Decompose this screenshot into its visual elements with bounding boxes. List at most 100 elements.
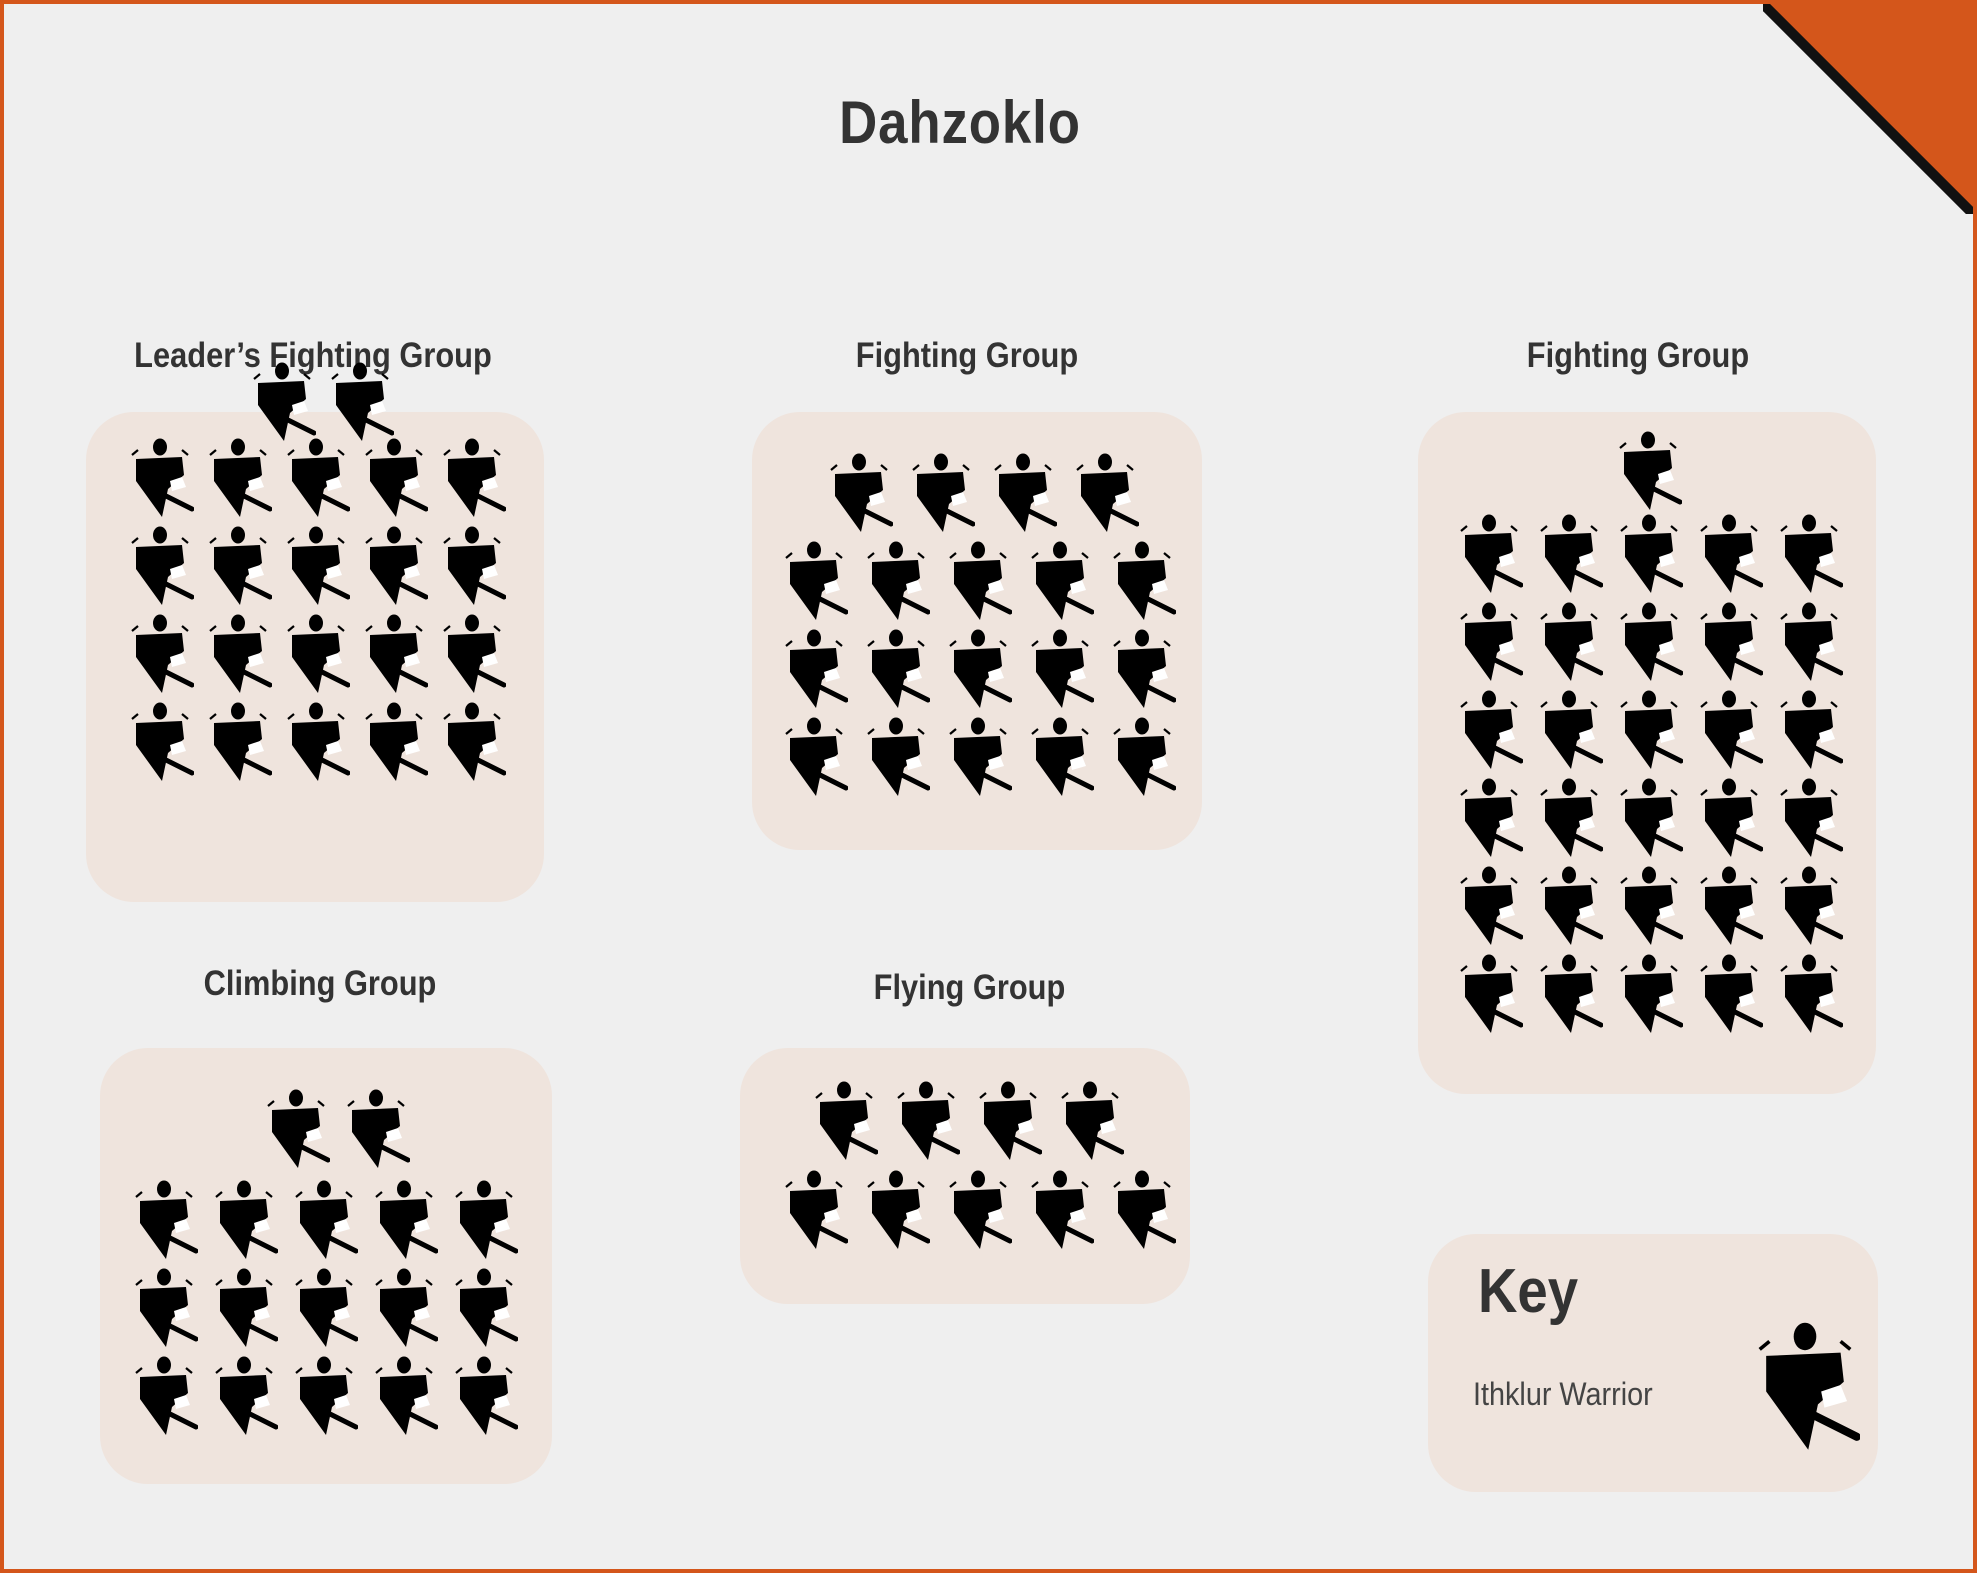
group-label-leaders-fighting: Leader’s Fighting Group (134, 336, 492, 375)
ithklur-warrior-icon (130, 1179, 198, 1259)
ithklur-warrior-icon (290, 1179, 358, 1259)
ithklur-warrior-icon (360, 437, 428, 517)
ithklur-warrior-icon (1455, 689, 1523, 769)
ithklur-warrior-icon (907, 452, 975, 532)
ithklur-warrior-icon (262, 1088, 330, 1168)
ithklur-warrior-icon (204, 613, 272, 693)
ithklur-warrior-icon (1775, 513, 1843, 593)
diagram-title: Dahzoklo (839, 89, 1081, 156)
ithklur-warrior-icon (370, 1267, 438, 1347)
ithklur-warrior-icon (1026, 1169, 1094, 1249)
ithklur-warrior-icon (1775, 777, 1843, 857)
ithklur-warrior-icon (944, 716, 1012, 796)
ithklur-warrior-icon (892, 1080, 960, 1160)
ithklur-warrior-icon (126, 437, 194, 517)
ithklur-warrior-icon (1535, 513, 1603, 593)
ithklur-warrior-icon (360, 701, 428, 781)
ithklur-warrior-icon (1535, 689, 1603, 769)
ithklur-warrior-icon (1455, 953, 1523, 1033)
ithklur-warrior-icon (204, 525, 272, 605)
ithklur-warrior-icon (1775, 953, 1843, 1033)
ithklur-warrior-icon (210, 1179, 278, 1259)
ithklur-warrior-icon (1615, 601, 1683, 681)
ithklur-warrior-icon (210, 1267, 278, 1347)
ithklur-warrior-icon (1615, 513, 1683, 593)
ithklur-warrior-icon (204, 701, 272, 781)
group-label-fighting-2: Fighting Group (1526, 336, 1750, 375)
ithklur-warrior-icon (974, 1080, 1042, 1160)
ithklur-warrior-icon (126, 613, 194, 693)
ithklur-warrior-icon (126, 701, 194, 781)
ithklur-warrior-icon (1026, 540, 1094, 620)
ithklur-warrior-icon (210, 1355, 278, 1435)
ithklur-warrior-icon (1455, 865, 1523, 945)
ithklur-warrior-icon (438, 613, 506, 693)
ithklur-warrior-icon (810, 1080, 878, 1160)
ithklur-warrior-icon (989, 452, 1057, 532)
ithklur-warrior-icon (1535, 865, 1603, 945)
ithklur-warrior-icon (780, 540, 848, 620)
ithklur-warrior-icon (862, 1169, 930, 1249)
ithklur-warrior-icon (450, 1179, 518, 1259)
ithklur-warrior-icon (438, 437, 506, 517)
ithklur-warrior-icon (1695, 513, 1763, 593)
ithklur-warrior-icon (1026, 628, 1094, 708)
group-label-flying: Flying Group (873, 968, 1066, 1007)
ithklur-warrior-icon (1695, 865, 1763, 945)
ithklur-warrior-icon (360, 525, 428, 605)
ithklur-warrior-icon (1615, 953, 1683, 1033)
corner-accent (1763, 4, 1973, 214)
key-item-label: Ithklur Warrior (1473, 1376, 1653, 1412)
ithklur-warrior-icon (1455, 513, 1523, 593)
ithklur-warrior-icon (780, 1169, 848, 1249)
ithklur-warrior-icon (780, 716, 848, 796)
ithklur-warrior-icon (1775, 689, 1843, 769)
ithklur-warrior-icon (248, 361, 316, 441)
ithklur-warrior-icon (1108, 540, 1176, 620)
ithklur-warrior-icon (862, 716, 930, 796)
ithklur-warrior-icon (1535, 953, 1603, 1033)
ithklur-warrior-icon (1750, 1320, 1860, 1450)
ithklur-warrior-icon (126, 525, 194, 605)
ithklur-warrior-icon (438, 701, 506, 781)
ithklur-warrior-icon (204, 437, 272, 517)
ithklur-warrior-icon (1615, 865, 1683, 945)
ithklur-warrior-icon (450, 1267, 518, 1347)
ithklur-warrior-icon (438, 525, 506, 605)
key-title: Key (1478, 1257, 1579, 1326)
ithklur-warrior-icon (360, 613, 428, 693)
ithklur-warrior-icon (1695, 953, 1763, 1033)
ithklur-warrior-icon (1071, 452, 1139, 532)
ithklur-warrior-icon (1056, 1080, 1124, 1160)
ithklur-warrior-icon (130, 1355, 198, 1435)
ithklur-warrior-icon (862, 540, 930, 620)
ithklur-warrior-icon (1108, 628, 1176, 708)
ithklur-warrior-icon (1108, 1169, 1176, 1249)
ithklur-warrior-icon (282, 525, 350, 605)
ithklur-warrior-icon (1614, 430, 1682, 510)
ithklur-warrior-icon (282, 613, 350, 693)
ithklur-warrior-icon (290, 1355, 358, 1435)
ithklur-warrior-icon (282, 437, 350, 517)
ithklur-warrior-icon (1775, 601, 1843, 681)
ithklur-warrior-icon (780, 628, 848, 708)
ithklur-warrior-icon (1615, 777, 1683, 857)
ithklur-warrior-icon (342, 1088, 410, 1168)
group-label-fighting-1: Fighting Group (855, 336, 1079, 375)
ithklur-warrior-icon (1455, 601, 1523, 681)
ithklur-warrior-icon (1615, 689, 1683, 769)
ithklur-warrior-icon (1775, 865, 1843, 945)
ithklur-warrior-icon (944, 628, 1012, 708)
ithklur-warrior-icon (1695, 601, 1763, 681)
ithklur-warrior-icon (450, 1355, 518, 1435)
ithklur-warrior-icon (1535, 601, 1603, 681)
ithklur-warrior-icon (282, 701, 350, 781)
ithklur-warrior-icon (370, 1179, 438, 1259)
ithklur-warrior-icon (1695, 777, 1763, 857)
ithklur-warrior-icon (1695, 689, 1763, 769)
ithklur-warrior-icon (944, 540, 1012, 620)
ithklur-warrior-icon (370, 1355, 438, 1435)
ithklur-warrior-icon (326, 361, 394, 441)
ithklur-warrior-icon (1108, 716, 1176, 796)
ithklur-warrior-icon (130, 1267, 198, 1347)
